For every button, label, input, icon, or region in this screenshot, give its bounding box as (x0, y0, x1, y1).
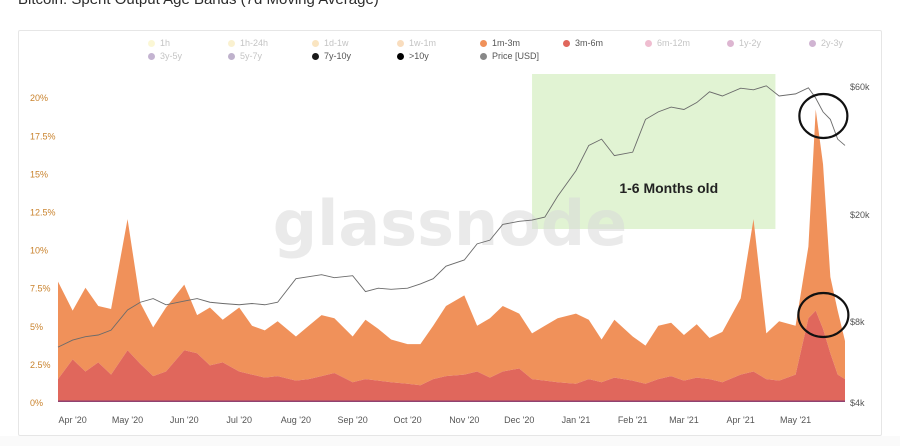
legend-item-price-usd[interactable]: Price [USD] (480, 51, 539, 61)
legend-dot (480, 39, 487, 47)
legend-dot (228, 39, 235, 47)
y-left-tick-label: 7.5% (30, 284, 51, 294)
legend-dot (148, 39, 155, 47)
legend-item-1m-3m[interactable]: 1m-3m (480, 38, 520, 48)
legend-dot (480, 52, 487, 60)
legend-label: 5y-7y (240, 51, 263, 61)
legend-dot (563, 39, 570, 47)
area-series-old-bands (58, 400, 845, 402)
legend-item-10y[interactable]: >10y (397, 51, 429, 61)
legend-label: 1d-1w (324, 38, 349, 48)
x-tick-label: Dec '20 (504, 415, 534, 425)
legend-item-1d-1w[interactable]: 1d-1w (312, 38, 349, 48)
area-series-1m-3m (58, 109, 845, 386)
legend-dot (397, 39, 404, 47)
price-line (57, 85, 846, 348)
legend-dot (148, 52, 155, 60)
legend-label: 3m-6m (575, 38, 604, 48)
x-tick-label: Jun '20 (170, 415, 199, 425)
legend-dot (809, 39, 816, 47)
highlight-box (532, 74, 776, 229)
watermark: glassnode (273, 187, 627, 260)
x-tick-label: Apr '21 (727, 415, 755, 425)
legend-label: 1y-2y (739, 38, 762, 48)
legend-label: 1h (160, 38, 171, 48)
x-tick-label: May '20 (112, 415, 143, 425)
legend: 1h 1h-24h 1d-1w 1w-1m 1m-3m 3m-6m 6m-12m 1y-2y 2… (0, 38, 900, 68)
legend-item-3y-5y[interactable]: 3y-5y (148, 51, 182, 61)
legend-dot (228, 52, 235, 60)
y-left-tick-label: 0% (30, 398, 43, 408)
y-left-tick-label: 2.5% (30, 360, 51, 370)
legend-item-1w-1m[interactable]: 1w-1m (397, 38, 436, 48)
legend-item-2y-3y[interactable]: 2y-3y (809, 38, 843, 48)
y-left-tick-label: 5% (30, 322, 43, 332)
x-tick-label: Aug '20 (281, 415, 311, 425)
legend-dot (727, 39, 734, 47)
x-tick-label: Nov '20 (449, 415, 479, 425)
legend-item-1y-2y[interactable]: 1y-2y (727, 38, 761, 48)
legend-item-6m-12m[interactable]: 6m-12m (645, 38, 690, 48)
y-left-tick-label: 20% (30, 93, 48, 103)
x-tick-label: Apr '20 (59, 415, 87, 425)
legend-item-5y-7y[interactable]: 5y-7y (228, 51, 262, 61)
y-right-tick-label: $4k (850, 398, 865, 408)
x-tick-label: May '21 (780, 415, 811, 425)
y-left-tick-label: 15% (30, 169, 48, 179)
x-tick-label: Jan '21 (562, 415, 591, 425)
x-tick-label: Feb '21 (618, 415, 648, 425)
annotation-label: 1-6 Months old (619, 180, 718, 196)
legend-dot (397, 52, 404, 60)
x-tick-label: Oct '20 (393, 415, 421, 425)
area-series-3m-6m (58, 310, 845, 402)
legend-label: >10y (409, 51, 429, 61)
legend-dot (312, 52, 319, 60)
bottom-strip (0, 436, 900, 446)
y-left-tick-label: 17.5% (30, 131, 56, 141)
legend-label: Price [USD] (492, 51, 540, 61)
x-tick-label: Mar '21 (669, 415, 699, 425)
y-right-tick-label: $8k (850, 317, 865, 327)
legend-item-7y-10y[interactable]: 7y-10y (312, 51, 351, 61)
legend-label: 2y-3y (821, 38, 844, 48)
y-right-tick-label: $60k (850, 82, 870, 92)
legend-label: 6m-12m (657, 38, 691, 48)
legend-label: 1h-24h (240, 38, 269, 48)
legend-item-1h-24h[interactable]: 1h-24h (228, 38, 268, 48)
legend-label: 3y-5y (160, 51, 183, 61)
y-right-tick-label: $20k (850, 210, 870, 220)
legend-dot (645, 39, 652, 47)
circle-marker-spent (797, 291, 850, 339)
legend-dot (312, 39, 319, 47)
legend-item-3m-6m[interactable]: 3m-6m (563, 38, 603, 48)
legend-label: 1m-3m (492, 38, 521, 48)
x-tick-label: Sep '20 (338, 415, 368, 425)
x-tick-label: Jul '20 (226, 415, 252, 425)
chart-title: Bitcoin: Spent Output Age Bands (7d Movi… (18, 0, 379, 8)
legend-label: 7y-10y (324, 51, 352, 61)
y-left-tick-label: 10% (30, 246, 48, 256)
legend-item-1h[interactable]: 1h (148, 38, 170, 48)
legend-label: 1w-1m (409, 38, 437, 48)
y-left-tick-label: 12.5% (30, 208, 56, 218)
circle-marker-price (798, 92, 849, 140)
